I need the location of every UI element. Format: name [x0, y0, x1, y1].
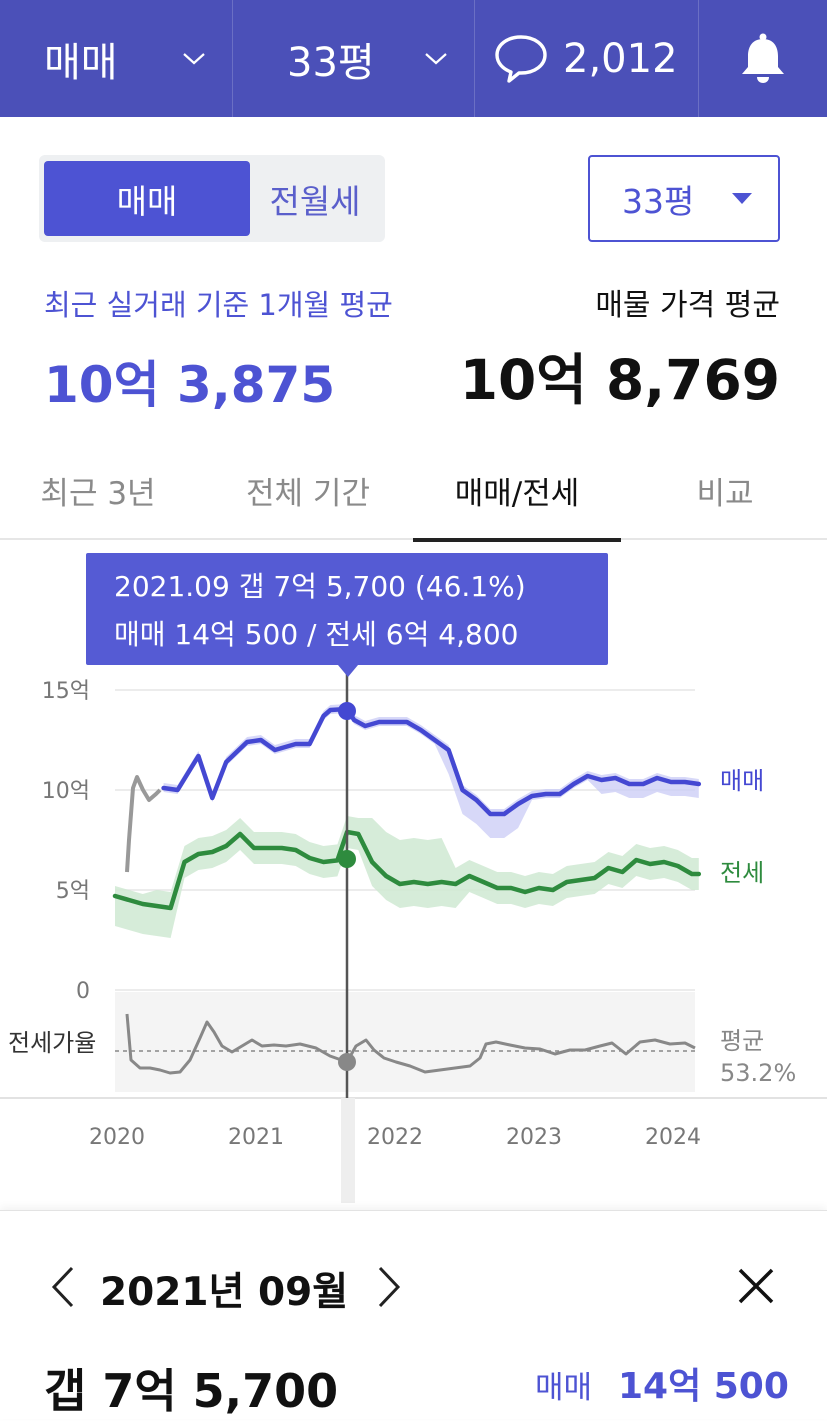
sale-early-segment — [125, 775, 162, 873]
recent-avg-label: 최근 실거래 기준 1개월 평균 — [44, 288, 393, 322]
ratio-label: 전세가율 — [8, 1029, 96, 1057]
x-tick-label: 2023 — [506, 1125, 562, 1150]
listing-avg-value: 10억 8,769 — [459, 348, 780, 412]
ratio-marker — [338, 1053, 356, 1071]
tab-all-period[interactable]: 전체 기간 — [246, 475, 370, 512]
sale-price-value: 14억 500 — [618, 1366, 789, 1407]
legend-jeonse: 전세 — [720, 859, 764, 887]
legend-sale: 매매 — [720, 767, 764, 795]
size-dropdown[interactable]: 33평 — [233, 0, 475, 117]
size-select-value: 33평 — [622, 181, 695, 221]
sale-price-label: 매매 — [535, 1370, 593, 1406]
speech-bubble-icon — [495, 34, 547, 83]
size-label: 33평 — [287, 39, 375, 86]
ratio-avg-label: 평균 — [720, 1027, 764, 1055]
y-tick-label: 5억 — [56, 879, 90, 904]
period-tabs: 최근 3년 전체 기간 매매/전세 비교 — [0, 440, 827, 542]
y-tick-label: 15억 — [42, 679, 90, 704]
chevron-right-icon[interactable] — [368, 1262, 408, 1312]
chevron-left-icon[interactable] — [44, 1262, 84, 1312]
caret-down-icon — [732, 193, 752, 204]
chevron-down-icon — [183, 52, 205, 64]
jeonse-marker — [338, 850, 356, 868]
bell-icon — [742, 33, 784, 83]
tab-sale-jeonse[interactable]: 매매/전세 — [413, 440, 621, 542]
chart-canvas: 15억 10억 5억 0 2020 2021 2022 2023 2024 매매 전세 전세가… — [0, 665, 827, 1203]
ratio-band-bg — [115, 992, 695, 1092]
y-tick-label: 10억 — [42, 779, 90, 804]
ratio-avg-value: 53.2% — [720, 1059, 796, 1087]
sale-range-band — [163, 704, 699, 838]
y-tick-label: 0 — [76, 979, 90, 1004]
toggle-sale[interactable]: 매매 — [44, 161, 250, 236]
toggle-rent[interactable]: 전월세 — [269, 181, 361, 221]
notification-button[interactable] — [699, 0, 827, 117]
sale-line — [161, 706, 702, 817]
deal-type-dropdown[interactable]: 매매 — [0, 0, 233, 117]
x-tick-labels: 2020 2021 2022 2023 2024 — [89, 1125, 701, 1150]
tooltip-arrow — [338, 665, 358, 677]
tooltip-gap-line: 2021.09 갭 7억 5,700 (46.1%) — [114, 570, 526, 603]
chevron-down-icon — [425, 52, 447, 64]
gap-value: 갭 7억 5,700 — [44, 1364, 339, 1418]
comment-count: 2,012 — [563, 35, 678, 82]
deal-type-toggle: 매매 전월세 — [39, 155, 385, 242]
jeonse-line — [112, 829, 702, 911]
tab-recent-3y[interactable]: 최근 3년 — [40, 475, 156, 512]
crosshair-shadow — [341, 1098, 355, 1203]
tab-compare[interactable]: 비교 — [696, 475, 754, 512]
jeonse-range-band — [115, 816, 699, 938]
recent-avg-value: 10억 3,875 — [44, 356, 336, 414]
x-tick-label: 2022 — [367, 1125, 423, 1150]
price-chart[interactable]: 15억 10억 5억 0 2020 2021 2022 2023 2024 매매 전세 전세가… — [0, 542, 827, 1210]
tooltip-price-line: 매매 14억 500 / 전세 6억 4,800 — [114, 618, 519, 651]
close-icon[interactable] — [734, 1264, 778, 1308]
x-tick-label: 2020 — [89, 1125, 145, 1150]
x-tick-label: 2024 — [645, 1125, 701, 1150]
sale-marker — [338, 702, 356, 720]
listing-avg-label: 매물 가격 평균 — [595, 288, 780, 323]
x-tick-label: 2021 — [228, 1125, 284, 1150]
deal-type-label: 매매 — [44, 39, 118, 86]
ratio-line — [125, 1013, 696, 1075]
detail-sheet — [0, 1210, 827, 1419]
top-bar: 매매 33평 2,012 — [0, 0, 827, 117]
size-select[interactable]: 33평 — [588, 155, 780, 242]
selected-month: 2021년 09월 — [100, 1270, 349, 1315]
y-tick-labels: 15억 10억 5억 0 — [42, 679, 90, 1004]
chart-tooltip: 2021.09 갭 7억 5,700 (46.1%) 매매 14억 500 / … — [86, 553, 608, 677]
comments-button[interactable]: 2,012 — [475, 0, 699, 117]
